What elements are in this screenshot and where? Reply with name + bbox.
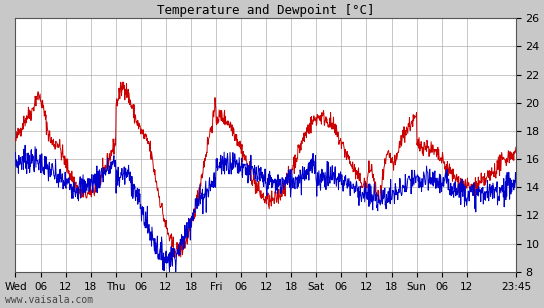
Text: www.vaisala.com: www.vaisala.com (5, 295, 94, 305)
Title: Temperature and Dewpoint [°C]: Temperature and Dewpoint [°C] (157, 4, 374, 17)
